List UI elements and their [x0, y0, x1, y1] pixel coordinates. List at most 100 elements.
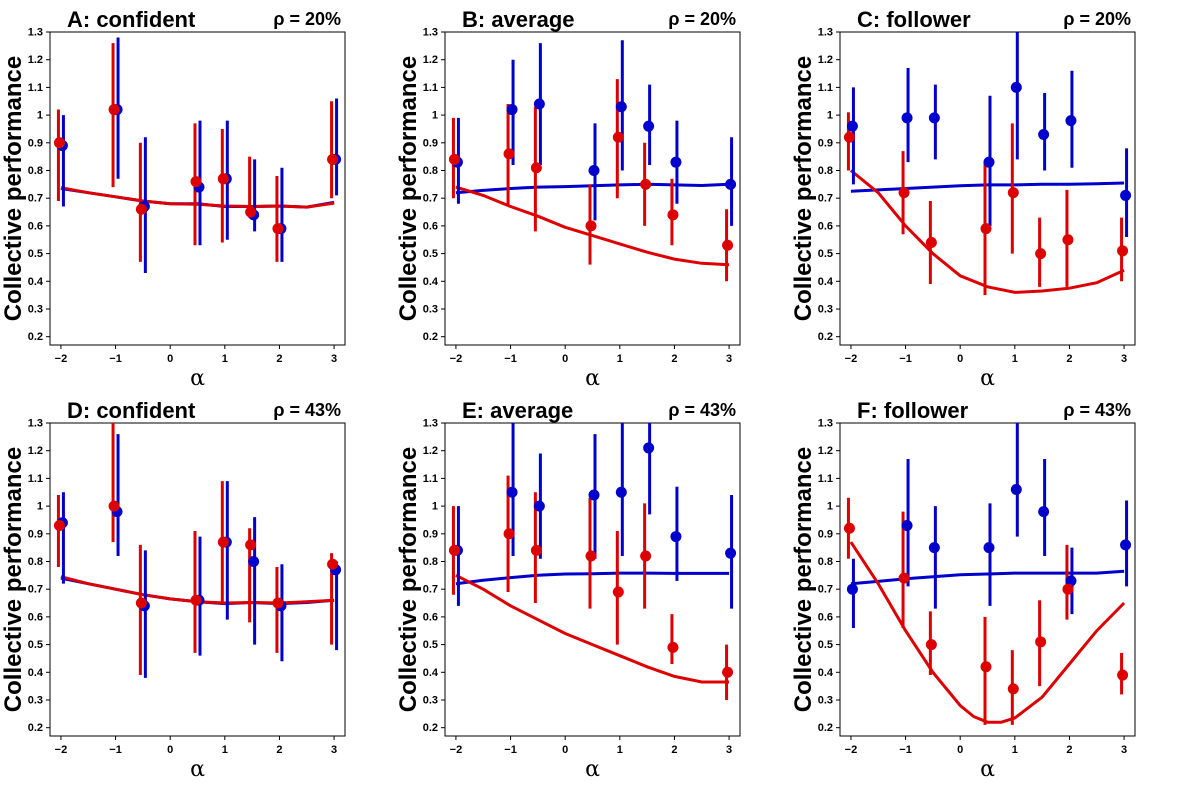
data-point-red — [1035, 636, 1047, 648]
data-point-blue — [928, 112, 940, 124]
x-tick-label: 2 — [276, 744, 282, 756]
y-tick-label: 0.2 — [818, 331, 833, 343]
series-line-blue — [850, 569, 1125, 586]
x-tick-label: 1 — [222, 353, 228, 365]
data-point-red — [530, 162, 542, 174]
y-axis-label: Collective performance — [0, 56, 27, 321]
x-tick-label: 2 — [1066, 353, 1072, 365]
x-axis-label: α — [980, 757, 995, 782]
x-tick-label: 0 — [957, 744, 963, 756]
data-point-blue — [846, 120, 858, 132]
y-tick-label: 0.9 — [28, 137, 43, 149]
data-point-blue — [615, 486, 627, 498]
x-tick-label: −1 — [109, 353, 122, 365]
data-point-red — [843, 131, 855, 143]
y-tick-label: 1.1 — [28, 473, 43, 485]
y-tick-label: 0.4 — [423, 667, 439, 679]
y-tick-label: 1.1 — [423, 82, 438, 94]
panel-title: B: average — [462, 7, 575, 32]
y-tick-label: 1.3 — [423, 27, 438, 39]
y-tick-label: 0.6 — [28, 611, 43, 623]
data-point-red — [898, 572, 910, 584]
panel-title: D: confident — [67, 398, 196, 423]
data-point-red — [1117, 669, 1129, 681]
x-tick-label: −1 — [504, 744, 517, 756]
y-tick-label: 0.6 — [423, 611, 438, 623]
y-tick-label: 1.1 — [818, 473, 833, 485]
x-axis-label: α — [585, 366, 600, 391]
x-tick-label: 0 — [562, 744, 568, 756]
x-tick-label: 3 — [1121, 744, 1127, 756]
series-line-red — [849, 169, 1125, 294]
y-tick-label: 0.7 — [28, 193, 43, 205]
y-tick-label: 0.6 — [818, 611, 833, 623]
rho-label: ρ = 43% — [273, 400, 341, 420]
x-tick-label: 3 — [726, 353, 732, 365]
y-tick-label: 0.4 — [28, 667, 44, 679]
plot-frame — [49, 422, 346, 737]
data-point-red — [980, 223, 992, 235]
series-line-blue — [455, 571, 730, 586]
rho-label: ρ = 43% — [1063, 400, 1131, 420]
y-tick-label: 1.3 — [423, 418, 438, 430]
y-tick-label: 0.7 — [818, 193, 833, 205]
y-tick-label: 0.7 — [423, 584, 438, 596]
panel-a: 0.2 0.3 0.4 0.5 0.6 0.7 0.8 0.9 1 1.1 1.2 1.3 −2 −1 0 1… — [0, 7, 346, 391]
data-point-red — [1007, 683, 1019, 695]
series-line-red — [455, 185, 730, 267]
data-point-blue — [1038, 128, 1050, 140]
y-tick-label: 0.5 — [423, 248, 438, 260]
panel-b: 0.2 0.3 0.4 0.5 0.6 0.7 0.8 0.9 1 1.1 1.2 1.3 −2 −1 0 1… — [395, 7, 741, 391]
data-point-red — [448, 153, 460, 165]
data-point-red — [245, 539, 257, 551]
data-point-red — [843, 522, 855, 534]
plot-frame — [49, 31, 346, 346]
y-tick-label: 1 — [827, 110, 833, 122]
x-axis-label: α — [585, 757, 600, 782]
rho-label: ρ = 43% — [668, 400, 736, 420]
x-tick-label: 2 — [671, 744, 677, 756]
data-point-blue — [533, 500, 545, 512]
x-tick-label: 1 — [1012, 744, 1018, 756]
data-point-red — [327, 558, 339, 570]
y-tick-label: 0.8 — [28, 556, 43, 568]
data-point-red — [503, 148, 515, 160]
y-tick-label: 0.3 — [818, 694, 833, 706]
y-tick-label: 0.5 — [818, 248, 833, 260]
x-tick-label: 1 — [222, 744, 228, 756]
x-tick-label: −2 — [55, 744, 68, 756]
x-tick-label: −1 — [899, 353, 912, 365]
y-tick-label: 1.2 — [818, 54, 833, 66]
data-point-blue — [506, 104, 518, 116]
x-tick-label: −1 — [504, 353, 517, 365]
y-tick-label: 0.6 — [423, 220, 438, 232]
x-tick-label: 0 — [562, 353, 568, 365]
data-point-red — [190, 594, 202, 606]
y-tick-label: 0.6 — [28, 220, 43, 232]
y-tick-label: 0.2 — [28, 722, 43, 734]
plot-frame — [444, 422, 741, 737]
data-point-red — [272, 597, 284, 609]
y-tick-label: 1 — [37, 110, 43, 122]
y-tick-label: 1.3 — [818, 27, 833, 39]
data-point-red — [135, 597, 147, 609]
data-point-red — [53, 519, 65, 531]
y-tick-label: 0.9 — [818, 528, 833, 540]
data-point-blue — [983, 542, 995, 554]
y-tick-label: 0.8 — [818, 556, 833, 568]
data-point-red — [448, 544, 460, 556]
y-tick-label: 1 — [432, 110, 438, 122]
data-point-red — [108, 500, 120, 512]
y-tick-label: 1.3 — [28, 27, 43, 39]
y-tick-label: 0.8 — [818, 165, 833, 177]
data-point-red — [898, 187, 910, 199]
x-tick-label: 3 — [331, 744, 337, 756]
y-tick-label: 0.5 — [423, 639, 438, 651]
data-point-blue — [533, 98, 545, 110]
y-tick-label: 1 — [827, 501, 833, 513]
x-tick-label: 2 — [276, 353, 282, 365]
data-point-blue — [1010, 81, 1022, 93]
data-point-blue — [725, 178, 737, 190]
y-tick-label: 1.1 — [28, 82, 43, 94]
